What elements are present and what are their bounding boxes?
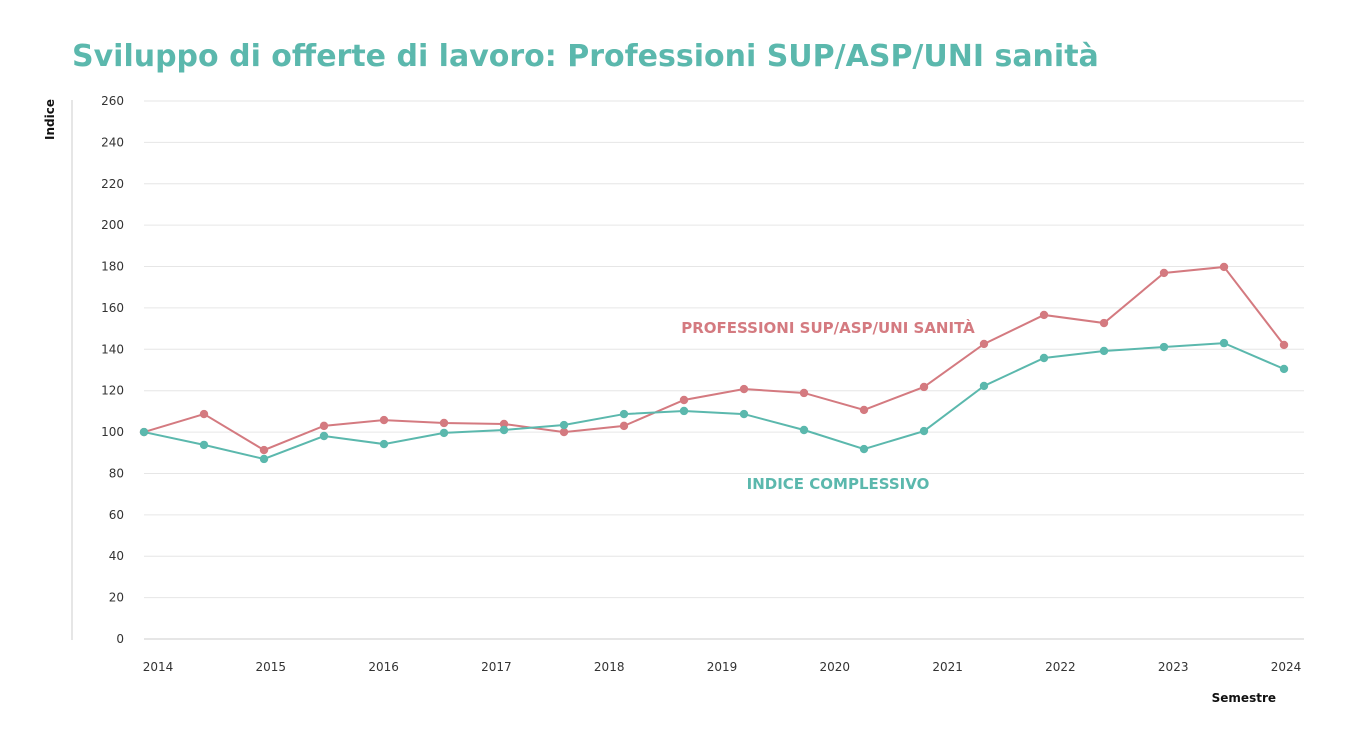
data-point bbox=[199, 409, 209, 419]
data-point bbox=[199, 440, 209, 450]
data-point bbox=[979, 339, 989, 349]
data-point bbox=[679, 406, 689, 416]
y-axis-label: Indice bbox=[43, 99, 57, 140]
x-tick-label: 2021 bbox=[932, 660, 963, 674]
data-point bbox=[619, 409, 629, 419]
data-point bbox=[1279, 364, 1289, 374]
x-tick-label: 2016 bbox=[368, 660, 399, 674]
x-tick-label: 2014 bbox=[143, 660, 174, 674]
data-point bbox=[319, 421, 329, 431]
x-axis-label: Semestre bbox=[1212, 691, 1276, 705]
series-line-0 bbox=[143, 265, 1285, 452]
data-point bbox=[1159, 342, 1169, 352]
y-tick-label: 40 bbox=[109, 549, 124, 563]
series-label-professioni: PROFESSIONI SUP/ASP/UNI SANITÀ bbox=[681, 318, 975, 337]
data-point bbox=[859, 405, 869, 415]
data-point bbox=[739, 409, 749, 419]
series-line-1 bbox=[143, 342, 1285, 461]
data-point bbox=[1099, 318, 1109, 328]
data-point bbox=[379, 415, 389, 425]
y-tick-label: 180 bbox=[101, 260, 124, 274]
data-point bbox=[619, 421, 629, 431]
x-tick-label: 2024 bbox=[1271, 660, 1302, 674]
x-tick-label: 2017 bbox=[481, 660, 512, 674]
y-tick-label: 240 bbox=[101, 135, 124, 149]
y-tick-label: 0 bbox=[116, 632, 124, 646]
y-tick-label: 220 bbox=[101, 177, 124, 191]
data-point bbox=[1219, 338, 1229, 348]
y-tick-label: 260 bbox=[101, 94, 124, 108]
chart-title: Sviluppo di offerte di lavoro: Professio… bbox=[72, 39, 1099, 74]
data-point bbox=[319, 431, 329, 441]
y-tick-label: 20 bbox=[109, 591, 124, 605]
data-point bbox=[1159, 268, 1169, 278]
data-point bbox=[559, 420, 569, 430]
data-point bbox=[259, 454, 269, 464]
data-point bbox=[859, 444, 869, 454]
y-tick-label: 80 bbox=[109, 466, 124, 480]
data-point bbox=[679, 395, 689, 405]
y-tick-label: 200 bbox=[101, 218, 124, 232]
y-tick-label: 160 bbox=[101, 301, 124, 315]
y-tick-label: 120 bbox=[101, 384, 124, 398]
x-tick-label: 2022 bbox=[1045, 660, 1076, 674]
x-tick-label: 2023 bbox=[1158, 660, 1189, 674]
x-tick-label: 2015 bbox=[256, 660, 287, 674]
x-tick-label: 2019 bbox=[707, 660, 738, 674]
data-point bbox=[1219, 262, 1229, 272]
data-point bbox=[439, 418, 449, 428]
x-tick-label: 2018 bbox=[594, 660, 625, 674]
data-point bbox=[799, 425, 809, 435]
data-point bbox=[919, 382, 929, 392]
series-label-indice: INDICE COMPLESSIVO bbox=[747, 475, 930, 493]
data-point bbox=[499, 425, 509, 435]
data-point bbox=[1039, 310, 1049, 320]
x-tick-label: 2020 bbox=[820, 660, 851, 674]
data-point bbox=[1099, 346, 1109, 356]
data-point bbox=[499, 419, 509, 429]
y-tick-label: 60 bbox=[109, 508, 124, 522]
data-point bbox=[1279, 340, 1289, 350]
data-point bbox=[439, 428, 449, 438]
data-point bbox=[1039, 353, 1049, 363]
data-point bbox=[559, 427, 569, 437]
y-tick-label: 140 bbox=[101, 342, 124, 356]
data-point bbox=[799, 388, 809, 398]
y-tick-label: 100 bbox=[101, 425, 124, 439]
data-point bbox=[979, 381, 989, 391]
data-point bbox=[919, 426, 929, 436]
data-point bbox=[139, 427, 149, 437]
data-point bbox=[379, 439, 389, 449]
data-point bbox=[259, 445, 269, 455]
data-point bbox=[739, 384, 749, 394]
